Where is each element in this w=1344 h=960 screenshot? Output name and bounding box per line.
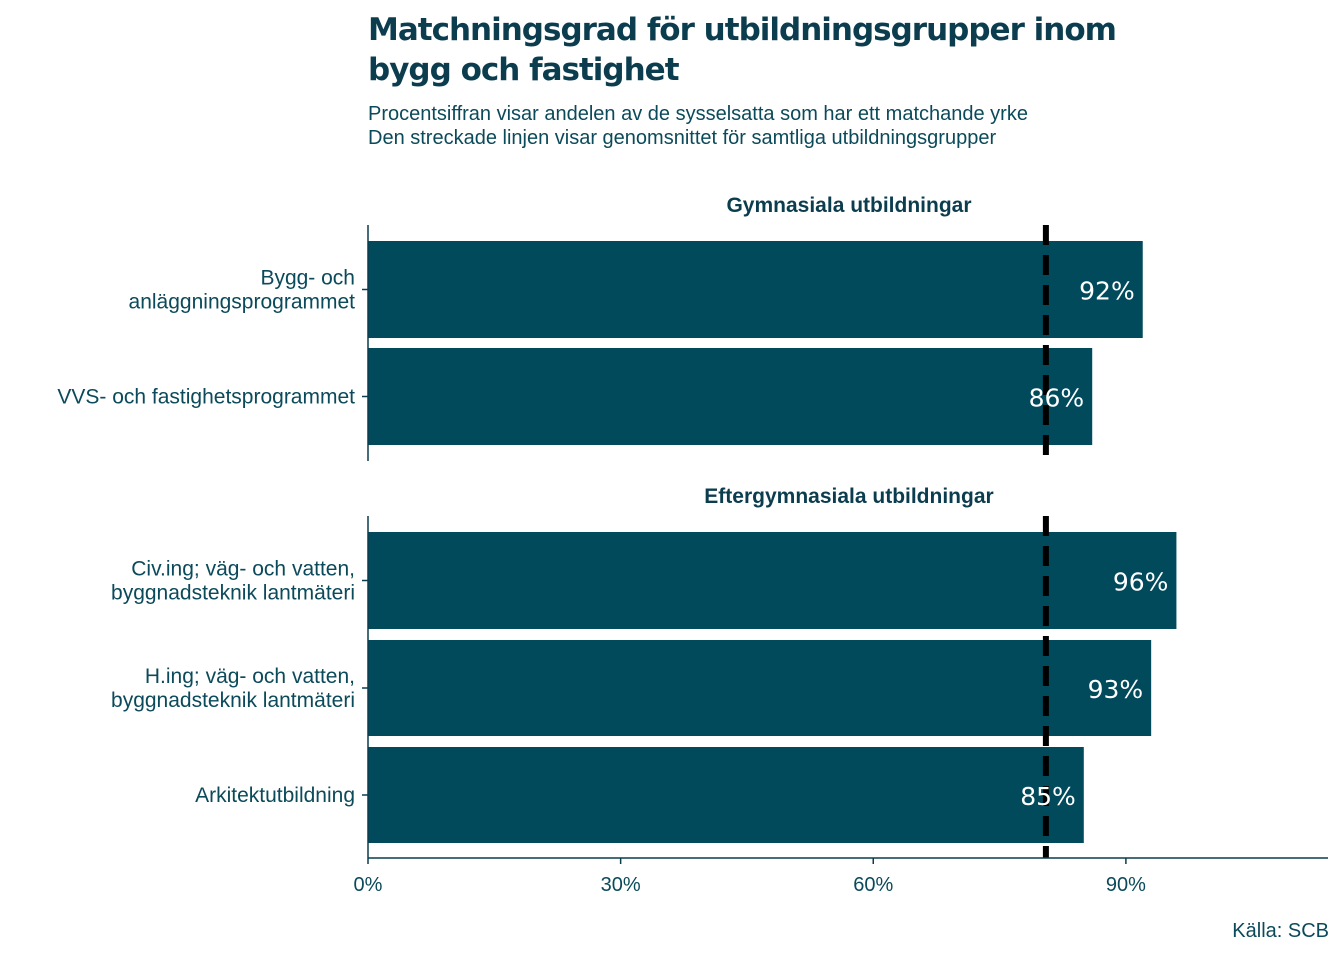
chart-title: Matchningsgrad för utbildningsgrupper in…	[368, 10, 1268, 90]
source-note: Källa: SCB	[1232, 920, 1329, 942]
bar	[368, 241, 1143, 338]
bar	[368, 640, 1152, 736]
bar-value-label: 85%	[1020, 782, 1076, 811]
bar-value-label: 96%	[1113, 568, 1169, 597]
bar	[368, 532, 1177, 629]
bar	[368, 747, 1084, 843]
category-label: VVS- och fastighetsprogrammet	[57, 386, 355, 409]
bar	[368, 348, 1093, 445]
chart-subtitle-line: Procentsiffran visar andelen av de sysse…	[368, 103, 1028, 125]
bar-value-label: 86%	[1029, 384, 1085, 413]
category-label: byggnadsteknik lantmäteri	[111, 582, 355, 605]
bar-value-label: 93%	[1088, 675, 1144, 704]
category-label: anläggningsprogrammet	[129, 291, 356, 314]
category-label: Bygg- och	[260, 267, 355, 290]
panel-title: Eftergymnasiala utbildningar	[704, 485, 993, 508]
category-label: byggnadsteknik lantmäteri	[111, 689, 355, 712]
panel-title: Gymnasiala utbildningar	[726, 194, 971, 217]
bar-value-label: 92%	[1079, 277, 1135, 306]
x-tick-label: 90%	[1106, 874, 1146, 896]
chart-subtitle-line: Den streckade linjen visar genomsnittet …	[368, 127, 997, 149]
x-tick-label: 0%	[354, 874, 383, 896]
chart-title-line: bygg och fastighet	[368, 52, 680, 88]
category-label: H.ing; väg- och vatten,	[145, 665, 355, 688]
chart-subtitle: Procentsiffran visar andelen av de sysse…	[368, 102, 1328, 150]
x-tick-label: 30%	[601, 874, 641, 896]
category-label: Civ.ing; väg- och vatten,	[131, 558, 355, 581]
chart-title-line: Matchningsgrad för utbildningsgrupper in…	[368, 12, 1117, 48]
category-label: Arkitektutbildning	[195, 784, 355, 807]
x-tick-label: 60%	[853, 874, 893, 896]
